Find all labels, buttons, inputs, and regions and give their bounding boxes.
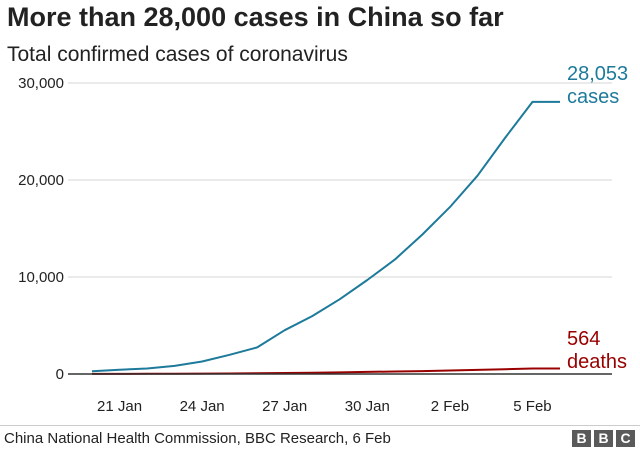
end-label-deaths-value: 564 (567, 328, 600, 350)
x-axis-tick-labels: 21 Jan 24 Jan 27 Jan 30 Jan 2 Feb 5 Feb (97, 398, 552, 415)
y-tick-label: 20,000 (18, 172, 64, 189)
bbc-logo: B B C (572, 430, 635, 447)
x-tick-label: 24 Jan (180, 398, 225, 415)
line-chart: 0 10,000 20,000 30,000 21 Jan 24 Jan 27 Jan 30… (18, 63, 628, 415)
y-tick-label: 10,000 (18, 269, 64, 286)
end-label-cases-value: 28,053 (567, 63, 628, 85)
bbc-logo-letter-b2: B (594, 430, 613, 447)
x-tick-label: 21 Jan (97, 398, 142, 415)
x-tick-label: 27 Jan (262, 398, 307, 415)
y-tick-label: 0 (56, 366, 64, 383)
source-note: China National Health Commission, BBC Re… (4, 430, 391, 447)
x-tick-label: 2 Feb (431, 398, 469, 415)
y-tick-label: 30,000 (18, 75, 64, 92)
x-tick-label: 30 Jan (345, 398, 390, 415)
grid-lines (68, 82, 612, 278)
series-line-deaths (92, 367, 560, 375)
bbc-logo-letter-c: C (616, 430, 635, 447)
end-label-cases-text: cases (567, 86, 619, 108)
bbc-logo-letter-b1: B (572, 430, 591, 447)
chart-title: More than 28,000 cases in China so far (7, 2, 504, 32)
x-tick-label: 5 Feb (513, 398, 551, 415)
y-axis-tick-labels: 0 10,000 20,000 30,000 (18, 75, 64, 383)
end-label-deaths-text: deaths (567, 351, 627, 373)
series-line-cases (91, 100, 560, 373)
series-lines (91, 100, 560, 375)
footer-divider (0, 425, 640, 426)
chart-subtitle: Total confirmed cases of coronavirus (7, 43, 348, 66)
